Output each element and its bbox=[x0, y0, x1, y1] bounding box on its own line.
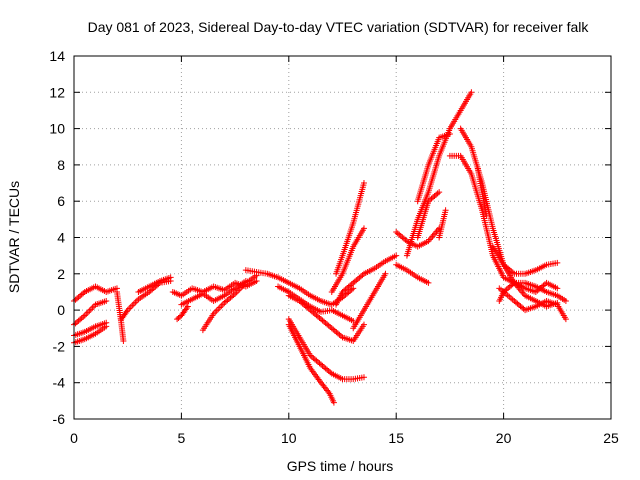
data-point bbox=[216, 304, 223, 311]
series-track-o bbox=[285, 321, 337, 406]
series-track-z bbox=[446, 152, 561, 295]
data-point bbox=[87, 306, 94, 313]
data-point bbox=[130, 300, 137, 307]
data-point bbox=[446, 131, 453, 138]
y-tick-label: -2 bbox=[53, 338, 66, 354]
data-point bbox=[83, 310, 90, 317]
data-point bbox=[483, 212, 490, 219]
data-point bbox=[468, 89, 475, 96]
data-point bbox=[215, 306, 222, 313]
data-point bbox=[360, 225, 367, 232]
y-tick-label: 0 bbox=[57, 302, 65, 318]
data-point bbox=[233, 289, 240, 296]
series-track-u bbox=[393, 261, 432, 286]
grid bbox=[74, 56, 611, 419]
data-point bbox=[436, 189, 443, 196]
data-point bbox=[393, 252, 400, 259]
y-tick-label: 10 bbox=[49, 121, 65, 137]
data-point bbox=[219, 301, 226, 308]
y-tick-label: 14 bbox=[49, 48, 65, 64]
x-tick-label: 5 bbox=[178, 430, 186, 446]
series-track-q bbox=[333, 180, 367, 277]
data-point bbox=[212, 309, 219, 316]
y-tick-label: -4 bbox=[53, 375, 66, 391]
series-track-y bbox=[436, 207, 449, 241]
series-track-k bbox=[242, 267, 357, 308]
data-point bbox=[429, 233, 436, 240]
x-tick-label: 0 bbox=[70, 430, 78, 446]
data-point bbox=[86, 307, 93, 314]
series-track-g bbox=[169, 278, 260, 299]
x-tick-label: 20 bbox=[496, 430, 512, 446]
x-tick-label: 15 bbox=[388, 430, 404, 446]
data-point bbox=[360, 374, 367, 381]
data-point bbox=[103, 323, 110, 330]
series-track-ab bbox=[489, 243, 561, 277]
data-point bbox=[430, 231, 437, 238]
series-track-ae bbox=[474, 165, 490, 219]
series-track-w bbox=[414, 189, 443, 241]
series-track-a bbox=[71, 283, 120, 305]
x-tick-label: 25 bbox=[603, 430, 619, 446]
data-point bbox=[127, 303, 134, 310]
series-track-c bbox=[71, 319, 110, 339]
y-tick-label: -6 bbox=[53, 411, 66, 427]
y-axis-label: SDTVAR / TECUs bbox=[6, 181, 22, 293]
series-track-j bbox=[174, 303, 191, 323]
data-point bbox=[218, 302, 225, 309]
data-point bbox=[129, 302, 136, 309]
data-point bbox=[126, 305, 133, 312]
data-point bbox=[554, 285, 561, 292]
data-point bbox=[382, 270, 389, 277]
series-track-ad bbox=[496, 285, 569, 323]
data-point bbox=[350, 285, 357, 292]
x-axis-label: GPS time / hours bbox=[287, 458, 394, 474]
data-point bbox=[442, 207, 449, 214]
series-track-s bbox=[350, 270, 389, 332]
axis-ticks: -6 -4 -2 0 2 4 6 8 10 12 14 0 5 10 15 20 25 bbox=[49, 48, 619, 446]
chart-title: Day 081 of 2023, Sidereal Day-to-day VTE… bbox=[88, 19, 590, 35]
data-point bbox=[132, 299, 139, 306]
series-track-i bbox=[199, 272, 260, 334]
data-point bbox=[253, 278, 260, 285]
y-tick-label: 4 bbox=[57, 230, 65, 246]
y-tick-label: 2 bbox=[57, 266, 65, 282]
data-point bbox=[213, 307, 220, 314]
data-point bbox=[84, 309, 91, 316]
series-track-e bbox=[118, 278, 174, 323]
x-tick-label: 10 bbox=[281, 430, 297, 446]
data-point bbox=[562, 316, 569, 323]
data-point bbox=[176, 313, 183, 320]
data-point bbox=[184, 303, 191, 310]
y-tick-label: 8 bbox=[57, 157, 65, 173]
data-points bbox=[71, 89, 569, 406]
series-track-af bbox=[113, 288, 127, 344]
data-point bbox=[103, 298, 110, 305]
data-point bbox=[554, 259, 561, 266]
series-track-b bbox=[71, 298, 110, 328]
y-tick-label: 12 bbox=[49, 84, 65, 100]
data-point bbox=[167, 274, 174, 281]
series-track-m bbox=[285, 292, 367, 344]
data-point bbox=[360, 180, 367, 187]
data-point bbox=[330, 399, 337, 406]
data-point bbox=[133, 297, 140, 304]
plot-frame bbox=[73, 55, 612, 420]
series-track-h bbox=[178, 278, 249, 308]
series-track-p bbox=[333, 252, 400, 308]
data-point bbox=[120, 337, 127, 344]
data-point bbox=[519, 289, 526, 296]
data-point bbox=[360, 321, 367, 328]
data-point bbox=[425, 279, 432, 286]
data-point bbox=[428, 234, 435, 241]
data-point bbox=[562, 298, 569, 305]
series-track-r bbox=[328, 225, 367, 295]
y-tick-label: 6 bbox=[57, 193, 65, 209]
series-track-x bbox=[414, 131, 453, 205]
series-track-f bbox=[135, 274, 174, 295]
